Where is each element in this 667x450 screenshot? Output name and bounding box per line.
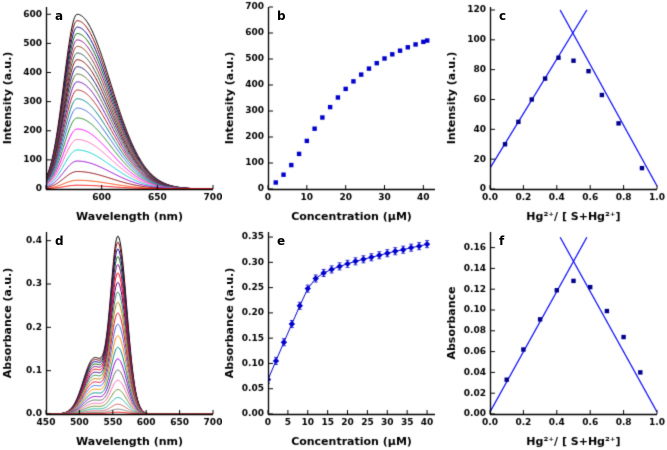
panel-e-chart <box>222 225 444 450</box>
panel-c-label: c <box>499 9 507 23</box>
panel-e: e <box>222 225 444 450</box>
panel-a-chart <box>0 0 222 225</box>
panel-d-chart <box>0 225 222 450</box>
panel-a: a <box>0 0 222 225</box>
panel-f-chart <box>444 225 666 450</box>
panel-d-label: d <box>55 234 64 248</box>
panel-c: c <box>444 0 666 225</box>
panel-b: b <box>222 0 444 225</box>
panel-f-label: f <box>499 234 505 248</box>
panel-a-label: a <box>55 9 64 23</box>
panel-d: d <box>0 225 222 450</box>
panel-f: f <box>444 225 666 450</box>
panel-e-label: e <box>277 234 286 248</box>
panel-b-chart <box>222 0 444 225</box>
panel-b-label: b <box>277 9 286 23</box>
panel-c-chart <box>444 0 666 225</box>
